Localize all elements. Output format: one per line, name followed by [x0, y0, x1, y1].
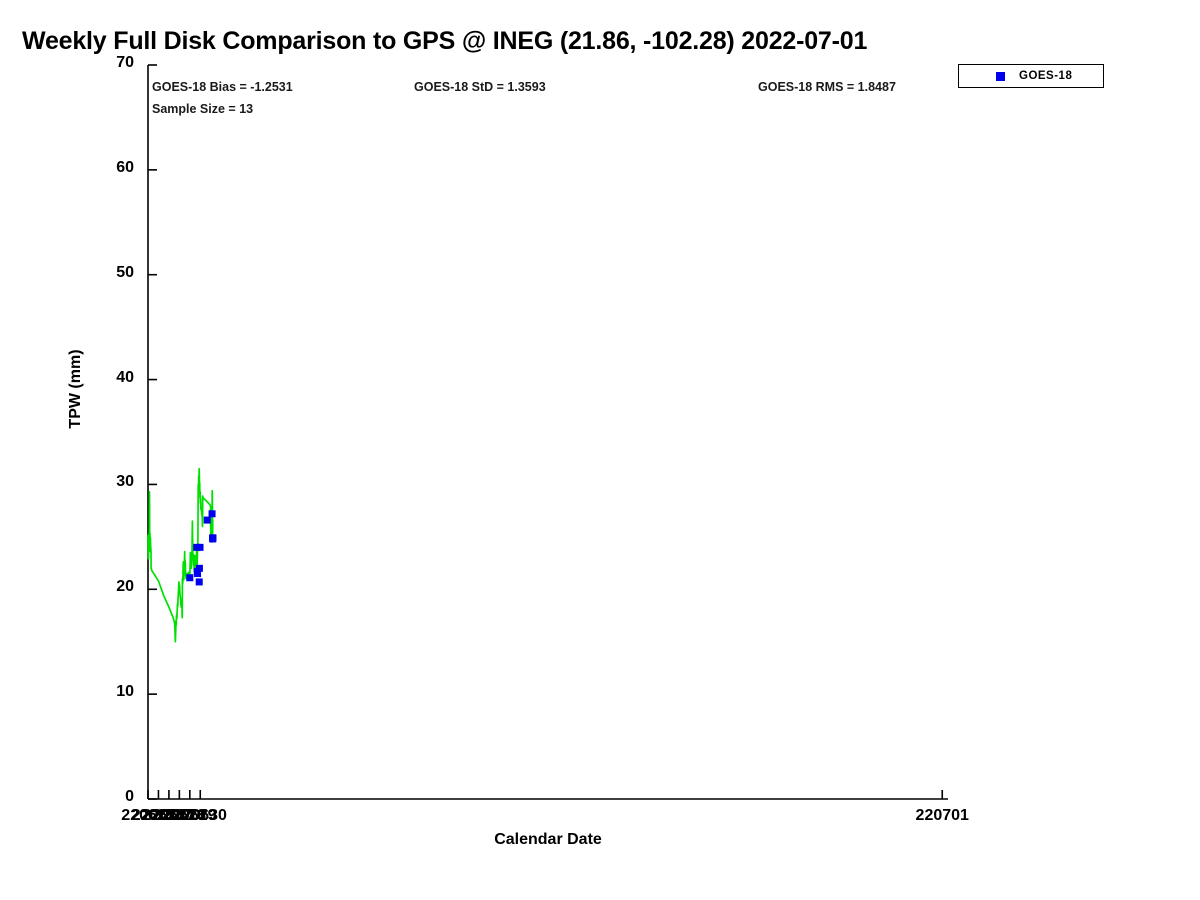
y-tick-label: 20 — [116, 578, 134, 596]
data-marker-goes-18 — [208, 510, 216, 518]
stat-std: GOES-18 StD = 1.3593 — [414, 80, 546, 94]
stat-bias: GOES-18 Bias = -1.2531 — [152, 80, 293, 94]
x-axis-label: Calendar Date — [494, 831, 602, 848]
data-marker-goes-18 — [186, 574, 194, 582]
x-tick-label: 220625 — [121, 807, 175, 824]
gps-line-series — [147, 467, 214, 643]
series-line-gps — [147, 467, 214, 643]
legend-swatch-goes18 — [996, 72, 1005, 81]
legend: GOES-18 — [958, 64, 1104, 88]
y-tick-label: 70 — [116, 54, 134, 71]
y-tick-label: 30 — [116, 473, 134, 491]
data-marker-goes-18 — [196, 543, 204, 551]
stat-sample-size: Sample Size = 13 — [152, 102, 254, 116]
data-marker-goes-18 — [203, 516, 211, 524]
x-tick-label: 220627 — [142, 807, 196, 824]
x-tick-label: 220626 — [131, 807, 186, 824]
data-marker-goes-18 — [195, 578, 203, 586]
y-tick-label: 0 — [125, 788, 134, 805]
x-tick-label: 220701 — [915, 807, 969, 824]
x-tick-label: 220628 — [152, 807, 207, 824]
y-tick-label: 60 — [116, 158, 134, 176]
x-tick-label: 220629 — [163, 807, 217, 824]
y-tick-label: 10 — [116, 683, 134, 701]
y-axis-label: TPW (mm) — [67, 349, 84, 429]
data-marker-goes-18 — [195, 564, 203, 572]
stat-rms: GOES-18 RMS = 1.8487 — [758, 80, 896, 94]
x-axis-ticks — [147, 790, 944, 799]
y-tick-label: 50 — [116, 263, 134, 281]
data-marker-goes-18 — [194, 570, 202, 578]
axis-lines — [147, 65, 948, 800]
page-title: Weekly Full Disk Comparison to GPS @ INE… — [22, 27, 868, 55]
data-marker-goes-18 — [209, 534, 217, 542]
y-axis-ticks — [148, 64, 157, 800]
y-tick-label: 40 — [116, 368, 134, 386]
x-tick-label: 220630 — [173, 807, 227, 824]
goes18-marker-series — [186, 510, 217, 586]
legend-label-goes18: GOES-18 — [1019, 70, 1073, 82]
